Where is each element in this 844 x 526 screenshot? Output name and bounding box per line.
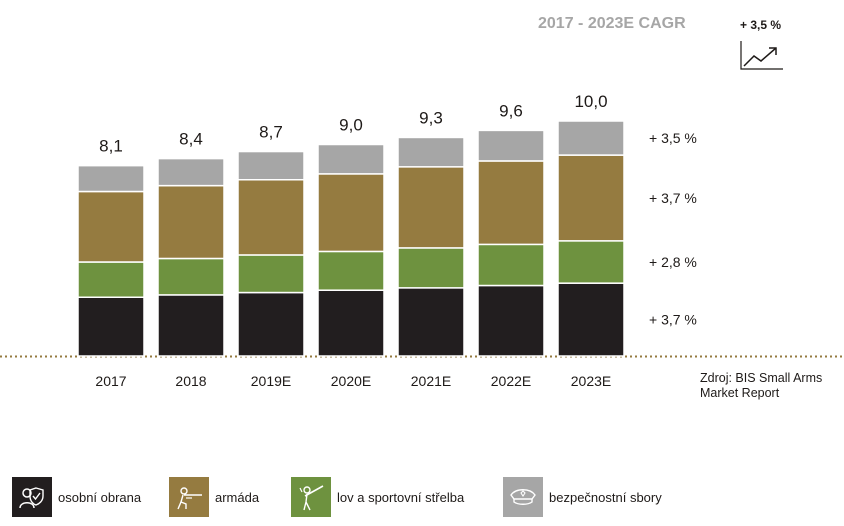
cagr-total-label: + 3,5 % — [740, 18, 782, 32]
bar-segment — [397, 166, 465, 249]
segment-cagr-label: + 3,7 % — [649, 312, 697, 328]
soldier-aiming-icon — [169, 477, 209, 517]
category-label: 2020E — [331, 373, 371, 389]
bar-segment — [157, 184, 225, 260]
person-shield-icon — [12, 477, 52, 517]
bar-segment — [477, 284, 545, 357]
category-label: 2018 — [175, 373, 206, 389]
bar-segment — [317, 143, 385, 175]
category-label: 2017 — [95, 373, 126, 389]
bar-segment — [477, 160, 545, 246]
legend-item-personal-defense: osobní obrana — [12, 476, 141, 518]
bar-segment — [237, 150, 305, 181]
total-label: 8,7 — [259, 123, 283, 142]
bar-segment — [477, 129, 545, 162]
category-label: 2023E — [571, 373, 611, 389]
legend-label-army: armáda — [215, 489, 260, 505]
legend-label-personal-defense: osobní obrana — [58, 489, 142, 505]
hunter-shooting-icon — [291, 477, 331, 517]
bar-segment — [157, 294, 225, 357]
bar-segment — [237, 179, 305, 256]
bar-segment — [157, 257, 225, 296]
bar-segment — [477, 243, 545, 287]
legend: osobní obrana armáda lov a sportovní stř… — [0, 476, 844, 518]
source-note: Zdroj: BIS Small Arms Market Report — [700, 371, 822, 401]
bar-segment — [77, 190, 145, 263]
cagr-total-box: + 3,5 % — [740, 18, 788, 72]
bar-segment — [157, 157, 225, 187]
bar-segment — [77, 164, 145, 193]
total-label: 10,0 — [574, 92, 607, 111]
bar-segment — [317, 289, 385, 357]
police-cap-icon — [503, 477, 543, 517]
legend-label-security-forces: bezpečnostní sbory — [549, 489, 662, 505]
legend-item-army: armáda — [169, 476, 259, 518]
bar-segment — [77, 261, 145, 298]
segment-cagr-label: + 2,8 % — [649, 254, 697, 270]
bar-segment — [317, 173, 385, 253]
category-label: 2021E — [411, 373, 451, 389]
total-label: 9,0 — [339, 116, 363, 135]
bar-segment — [397, 287, 465, 357]
cagr-title: 2017 - 2023E CAGR — [538, 15, 686, 32]
source-line-2: Market Report — [700, 386, 780, 400]
category-label: 2022E — [491, 373, 531, 389]
bar-segment — [237, 254, 305, 294]
segment-cagr-label: + 3,5 % — [649, 130, 697, 146]
segment-cagr-label: + 3,7 % — [649, 190, 697, 206]
bar-segment — [237, 291, 305, 357]
bar-segment — [397, 247, 465, 289]
trend-up-arrow-icon — [740, 41, 783, 70]
stacked-bar-chart: 8,1 2017 8,4 2018 8,7 2019E 9,0 2020E 9,3 2021E 9,… — [0, 92, 844, 389]
source-line-1: Zdroj: BIS Small Arms — [700, 371, 823, 385]
legend-item-hunting-sport: lov a sportovní střelba — [291, 476, 464, 518]
total-label: 8,4 — [179, 130, 203, 149]
bar-segment — [557, 240, 625, 284]
bar-segment — [317, 250, 385, 291]
bar-segment — [557, 120, 625, 156]
category-label: 2019E — [251, 373, 291, 389]
bar-segment — [557, 282, 625, 357]
total-label: 8,1 — [99, 137, 123, 156]
legend-label-hunting-sport: lov a sportovní střelba — [337, 489, 465, 505]
bar-segment — [397, 136, 465, 168]
bar-segment — [557, 154, 625, 242]
total-label: 9,6 — [499, 101, 523, 120]
legend-item-security-forces: bezpečnostní sbory — [503, 476, 662, 518]
total-label: 9,3 — [419, 108, 443, 127]
bar-segment — [77, 296, 145, 357]
